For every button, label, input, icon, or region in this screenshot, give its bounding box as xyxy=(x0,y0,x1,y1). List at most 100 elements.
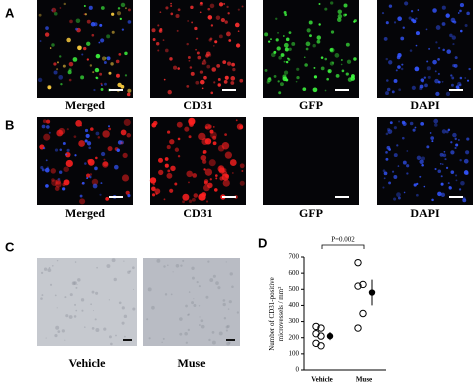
cell xyxy=(464,24,468,28)
cell xyxy=(435,41,438,44)
cell xyxy=(67,70,72,75)
cell xyxy=(386,145,391,150)
cell xyxy=(157,49,160,52)
cell xyxy=(406,164,410,168)
texture xyxy=(187,328,190,332)
cell xyxy=(239,180,245,186)
cell xyxy=(100,82,103,85)
y-tick-label: 400 xyxy=(289,301,300,309)
y-tick-label: 700 xyxy=(289,253,300,261)
cell xyxy=(324,57,328,61)
cell xyxy=(102,130,110,138)
cell xyxy=(466,79,470,82)
cell xyxy=(268,76,272,80)
cell xyxy=(63,166,69,172)
cell xyxy=(127,194,131,198)
cell xyxy=(199,70,204,74)
x-tick-label: Vehicle xyxy=(311,376,333,384)
panel-label: GFP xyxy=(299,98,323,112)
cell xyxy=(182,193,190,201)
cell xyxy=(201,138,209,145)
cell xyxy=(83,46,87,51)
cell xyxy=(435,91,440,97)
cell xyxy=(49,47,52,49)
cell xyxy=(187,56,191,59)
cell xyxy=(343,3,348,8)
cell xyxy=(264,68,268,72)
cell xyxy=(214,188,218,192)
cell xyxy=(100,88,104,91)
micrograph xyxy=(37,117,133,205)
data-point xyxy=(317,332,325,340)
cell xyxy=(165,6,169,10)
cell xyxy=(288,47,292,51)
cell xyxy=(192,173,198,178)
cell xyxy=(218,165,222,169)
cell xyxy=(111,30,115,34)
cell xyxy=(241,170,244,172)
cell xyxy=(229,159,237,166)
cell xyxy=(95,131,100,136)
cell xyxy=(230,76,236,81)
texture xyxy=(187,313,190,316)
texture xyxy=(74,303,77,306)
cell xyxy=(344,13,348,16)
cell xyxy=(218,2,224,7)
cell xyxy=(413,183,417,187)
texture xyxy=(69,293,73,297)
cell xyxy=(440,192,446,197)
cell xyxy=(426,145,430,149)
cell xyxy=(425,28,428,31)
cell xyxy=(320,66,325,71)
texture xyxy=(64,339,66,341)
cell xyxy=(287,58,291,61)
cell xyxy=(458,188,462,191)
data-point xyxy=(354,324,362,332)
cell xyxy=(302,87,307,92)
texture xyxy=(226,324,230,328)
cell xyxy=(270,38,272,41)
cell xyxy=(213,81,216,84)
cell xyxy=(152,120,158,126)
cell xyxy=(283,70,289,75)
texture xyxy=(151,305,155,310)
texture xyxy=(175,264,180,268)
cell xyxy=(442,48,445,52)
cell xyxy=(445,166,449,169)
cell xyxy=(455,85,460,89)
cell xyxy=(57,177,61,181)
cell xyxy=(191,197,196,202)
cell xyxy=(457,12,460,14)
texture xyxy=(223,317,227,320)
cell xyxy=(217,145,225,152)
cell xyxy=(104,82,107,86)
texture xyxy=(61,329,65,333)
cell xyxy=(415,17,418,20)
cell xyxy=(441,80,444,83)
cell xyxy=(388,4,393,8)
cell xyxy=(415,31,420,36)
texture xyxy=(229,272,233,276)
cell xyxy=(395,69,398,72)
texture xyxy=(236,311,240,314)
cell xyxy=(341,69,345,73)
cell xyxy=(433,118,439,124)
texture xyxy=(200,319,204,323)
cell xyxy=(337,14,343,19)
texture xyxy=(212,274,216,278)
cell xyxy=(111,12,115,16)
cell xyxy=(56,68,59,71)
texture xyxy=(207,260,210,263)
panel-letter: D xyxy=(258,235,267,250)
cell xyxy=(212,135,217,140)
cell xyxy=(100,151,106,157)
cell xyxy=(387,129,393,134)
cell xyxy=(117,7,121,10)
cell xyxy=(345,42,350,47)
cell xyxy=(102,161,109,168)
texture xyxy=(228,341,231,344)
texture xyxy=(129,270,132,273)
texture xyxy=(211,330,215,334)
cell xyxy=(47,85,52,90)
cell xyxy=(454,146,457,150)
